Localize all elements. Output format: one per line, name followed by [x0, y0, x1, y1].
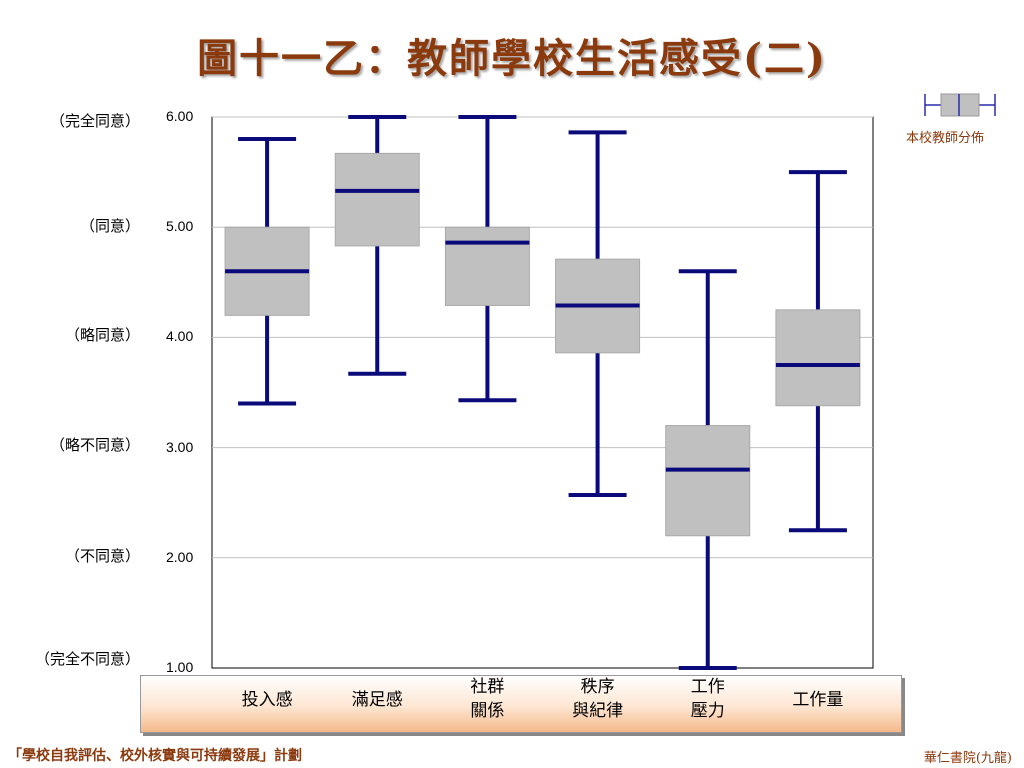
y-tick-label: 5.00	[166, 218, 194, 235]
legend-label: 本校教師分佈	[906, 131, 985, 146]
y-tick-label: 2.00	[166, 548, 194, 565]
category-label-line1: 工作量	[792, 690, 844, 710]
footer-school-name: 華仁書院(九龍)	[923, 751, 1012, 766]
y-tick-label: 1.00	[166, 659, 194, 675]
page-title: 圖十一乙：教師學校生活感受(二)	[197, 35, 827, 82]
category-label-line2: 關係	[470, 701, 505, 721]
legend-box	[940, 93, 980, 117]
category-label: 秩序 與紀律	[553, 675, 643, 723]
level-label-strongly-disagree: （完全不同意）	[34, 650, 140, 668]
category-label-line2: 壓力	[690, 701, 725, 721]
y-tick-label: 4.00	[166, 328, 194, 345]
category-label: 社群 關係	[442, 675, 532, 723]
level-label-slightly-disagree: （略不同意）	[49, 436, 140, 454]
y-tick-label: 3.00	[166, 438, 194, 455]
category-label: 工作量	[773, 688, 863, 712]
iqr-box	[444, 226, 530, 306]
footer-program-name: 「學校自我評估、校外核實與可持續發展」計劃	[8, 748, 302, 764]
category-label: 投入感	[222, 688, 312, 712]
category-label-line1: 工作	[690, 677, 725, 697]
category-label-line1: 秩序	[580, 677, 615, 697]
category-label-line1: 社群	[470, 677, 505, 697]
category-label-line1: 投入感	[241, 690, 293, 710]
level-label-disagree: （不同意）	[64, 547, 140, 565]
category-bar	[140, 675, 902, 733]
level-label-strongly-agree: （完全同意）	[49, 112, 140, 130]
category-label-line2: 與紀律	[572, 701, 624, 721]
iqr-box	[334, 152, 420, 247]
plot-area	[211, 116, 874, 669]
y-tick-label: 6.00	[166, 108, 194, 124]
category-label: 工作 壓力	[663, 675, 753, 723]
category-label: 滿足感	[332, 688, 422, 712]
iqr-box	[775, 309, 861, 407]
category-label-line1: 滿足感	[351, 690, 403, 710]
level-label-agree: （同意）	[79, 217, 140, 235]
iqr-box	[665, 425, 751, 537]
level-label-slightly-agree: （略同意）	[64, 326, 140, 344]
